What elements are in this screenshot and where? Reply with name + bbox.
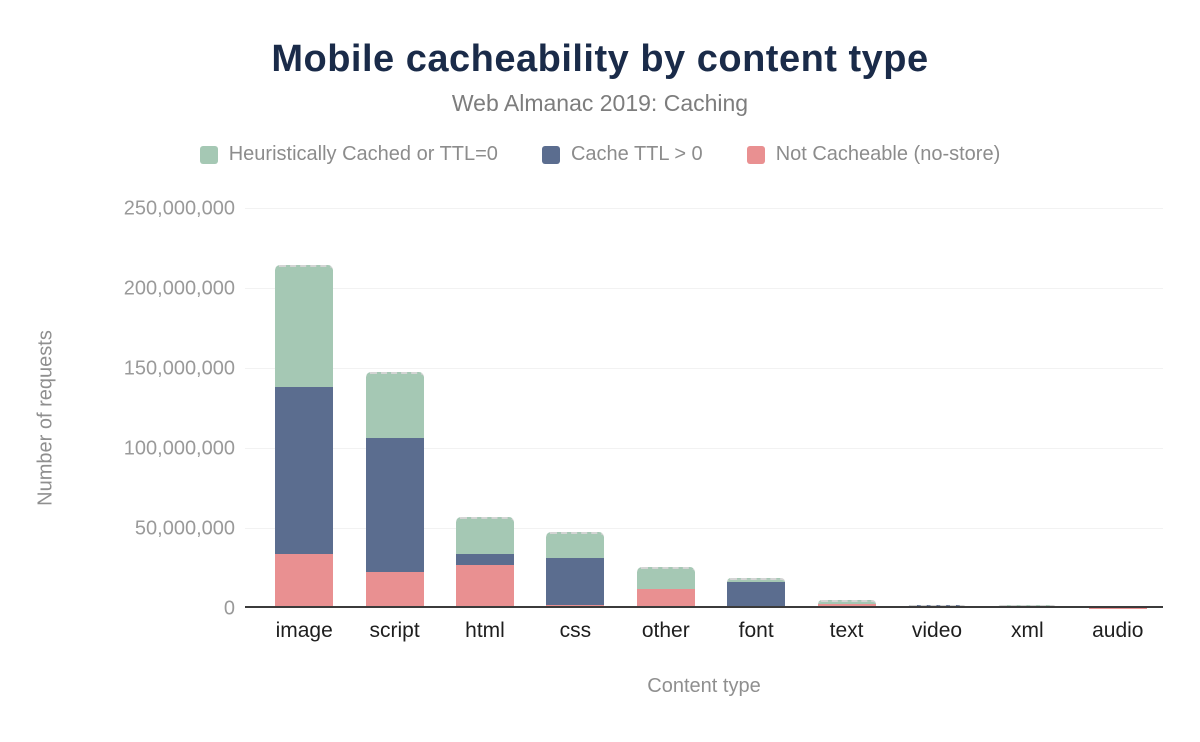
legend-label: Cache TTL > 0 [570,143,703,165]
x-axis-title: Content type [647,675,761,697]
chart-subtitle: Web Almanac 2019: Caching [451,90,749,116]
gridline [245,208,1163,209]
x-category-label: script [369,619,420,642]
bar-html[interactable] [456,516,514,608]
bar-segment[interactable] [817,600,876,604]
bar-segment[interactable] [546,557,605,605]
bar-segment[interactable] [275,264,334,388]
bar-segment[interactable] [365,572,424,608]
gridline [245,528,1163,529]
bar-script[interactable] [365,371,424,608]
bar-segment[interactable] [546,532,605,558]
x-category-label: text [829,619,864,642]
x-category-label: html [465,619,505,642]
legend-swatch-icon [541,145,560,164]
x-category-label: other [641,619,690,642]
y-tick-label: 150,000,000 [123,357,235,380]
gridline [245,448,1163,449]
gridline [245,368,1163,369]
y-tick-label: 50,000,000 [134,517,235,540]
chart-title: Mobile cacheability by content type [271,38,929,80]
bar-segment[interactable] [365,371,424,438]
x-category-label: font [738,619,774,642]
bar-font[interactable] [727,578,786,608]
legend-item: Not Cacheable (no-store) [746,143,1001,166]
bar-segment[interactable] [365,437,424,572]
y-tick-label: 0 [223,597,235,620]
bar-segment[interactable] [636,567,695,590]
bar-segment[interactable] [275,387,334,554]
x-axis-line [245,606,1163,608]
legend-swatch-icon [746,145,765,164]
bar-segment[interactable] [456,553,514,565]
bar-segment[interactable] [727,578,786,583]
x-category-label: css [559,619,592,642]
y-tick-label: 200,000,000 [123,277,235,300]
legend-label: Not Cacheable (no-store) [775,143,1001,165]
x-category-label: image [275,619,333,642]
legend-item: Heuristically Cached or TTL=0 [199,143,498,166]
bar-css[interactable] [546,532,605,608]
bar-segment[interactable] [456,516,514,554]
bar-segment[interactable] [636,589,695,608]
legend-swatch-icon [199,145,218,164]
x-category-label: video [911,619,963,642]
y-axis-title: Number of requests [34,330,57,506]
y-tick-label: 100,000,000 [123,437,235,460]
y-tick-label: 250,000,000 [123,197,235,220]
bar-segment[interactable] [275,553,334,608]
legend-item: Cache TTL > 0 [541,143,703,166]
legend: Heuristically Cached or TTL=0 Cache TTL >… [0,143,1200,166]
bar-other[interactable] [636,567,695,608]
x-category-label: audio [1092,619,1144,642]
bar-segment[interactable] [456,564,514,608]
x-category-label: xml [1011,619,1044,642]
gridline [245,288,1163,289]
bar-image[interactable] [275,264,334,608]
legend-label: Heuristically Cached or TTL=0 [228,143,498,165]
bar-segment[interactable] [727,582,786,608]
